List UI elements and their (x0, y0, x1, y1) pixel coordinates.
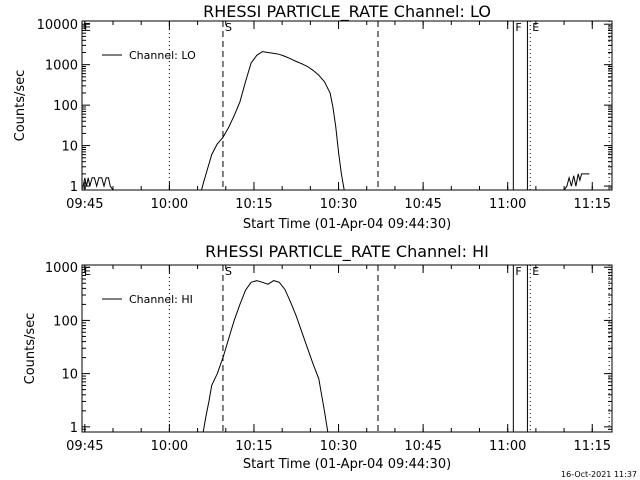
legend-label: Channel: HI (129, 293, 193, 306)
x-tick-label: 10:15 (235, 197, 272, 212)
plot-frame (81, 20, 613, 191)
x-tick-label: 09:45 (66, 197, 103, 212)
x-tick-label: 10:45 (404, 197, 441, 212)
y-tick-label: 1 (70, 180, 78, 195)
x-tick-label: 10:00 (151, 439, 188, 454)
chart-panel-2: RHESSI PARTICLE_RATE Channel: HI 1 10 100 10… (23, 242, 613, 472)
x-tick-label: 10:30 (320, 439, 357, 454)
marker-flag: E (84, 21, 91, 34)
y-tick-label: 100 (53, 99, 78, 114)
marker-flag: S (225, 265, 232, 278)
marker-flag: F (515, 21, 521, 34)
y-tick-label: 10 (61, 368, 78, 383)
x-tick-label: 10:30 (320, 197, 357, 212)
marker-flag: E (532, 265, 539, 278)
marker-flag: E (84, 265, 91, 278)
y-tick-label: 100 (53, 314, 78, 329)
chart-title: RHESSI PARTICLE_RATE Channel: LO (203, 2, 491, 22)
legend-label: Channel: LO (129, 49, 196, 62)
y-tick-label: 10000 (37, 18, 78, 33)
series-line (82, 177, 114, 190)
x-tick-label: 10:45 (404, 439, 441, 454)
y-tick-label: 1 (70, 421, 78, 436)
footer-timestamp: 16-Oct-2021 11:37 (561, 470, 637, 479)
plot-frame (81, 264, 613, 433)
x-tick-label: 09:45 (66, 439, 103, 454)
x-tick-label: 11:15 (574, 197, 611, 212)
x-axis-label: Start Time (01-Apr-04 09:44:30) (243, 457, 451, 472)
x-tick-label: 10:15 (235, 439, 272, 454)
y-axis-label: Counts/sec (13, 70, 28, 142)
marker-flag: E (532, 21, 539, 34)
marker-flag: S (225, 21, 232, 34)
series-line (201, 51, 345, 190)
x-tick-label: 11:00 (489, 197, 526, 212)
series-line (563, 173, 590, 190)
x-tick-label: 11:15 (574, 439, 611, 454)
y-tick-label: 10 (61, 140, 78, 155)
marker-flag: F (515, 265, 521, 278)
x-tick-label: 10:00 (151, 197, 188, 212)
x-axis-label: Start Time (01-Apr-04 09:44:30) (243, 217, 451, 232)
y-axis-label: Counts/sec (23, 313, 38, 385)
series-line (202, 280, 329, 432)
chart-panel-1: RHESSI PARTICLE_RATE Channel: LO 1 10 100 10… (13, 2, 613, 232)
y-tick-label: 1000 (45, 261, 78, 276)
y-tick-label: 1000 (45, 59, 78, 74)
x-tick-label: 11:00 (489, 439, 526, 454)
chart-title: RHESSI PARTICLE_RATE Channel: HI (205, 242, 489, 262)
